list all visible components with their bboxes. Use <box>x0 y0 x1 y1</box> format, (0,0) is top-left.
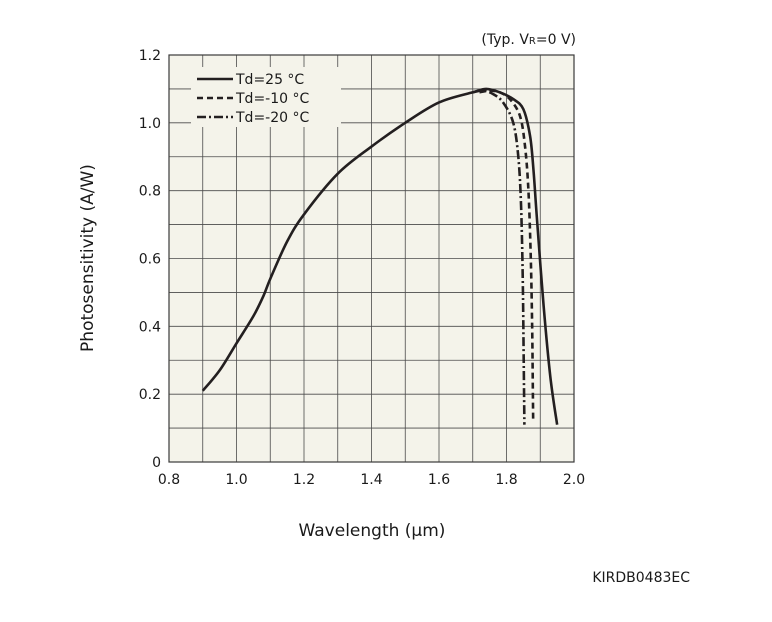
y-tick-label: 0.4 <box>139 319 161 335</box>
x-axis-label: Wavelength (μm) <box>299 521 446 541</box>
series-layer <box>201 87 559 425</box>
x-tick-label: 2.0 <box>563 472 585 488</box>
series-line-3 <box>472 89 526 425</box>
legend-label: Td=-20 °C <box>235 110 309 126</box>
series-line-1 <box>201 87 559 425</box>
y-axis-label: Photosensitivity (A/W) <box>78 164 98 352</box>
x-tick-label: 1.8 <box>495 472 517 488</box>
y-tick-labels: 0 0.2 0.4 0.6 0.8 1.0 1.2 <box>139 48 161 471</box>
y-tick-label: 0.2 <box>139 387 161 403</box>
legend-label: Td=25 °C <box>235 72 304 88</box>
x-tick-label: 1.6 <box>428 472 450 488</box>
y-tick-label: 1.2 <box>139 48 161 64</box>
x-tick-label: 1.2 <box>293 472 315 488</box>
y-tick-label: 0.6 <box>139 252 161 268</box>
legend-label: Td=-10 °C <box>235 91 309 107</box>
x-tick-labels: 0.8 1.0 1.2 1.4 1.6 1.8 2.0 <box>158 472 585 488</box>
series-line-2 <box>479 89 535 422</box>
plot-frame <box>168 54 575 463</box>
y-tick-label: 0.8 <box>139 184 161 200</box>
y-tick-label: 0 <box>152 455 161 471</box>
legend: Td=25 °C Td=-10 °C Td=-20 °C <box>197 72 309 126</box>
x-tick-label: 1.4 <box>360 472 382 488</box>
measurement-condition: (Typ. VR=0 V) <box>481 32 576 48</box>
x-tick-label: 0.8 <box>158 472 180 488</box>
figure-code: KIRDB0483EC <box>592 570 690 586</box>
x-tick-label: 1.0 <box>225 472 247 488</box>
y-tick-label: 1.0 <box>139 116 161 132</box>
